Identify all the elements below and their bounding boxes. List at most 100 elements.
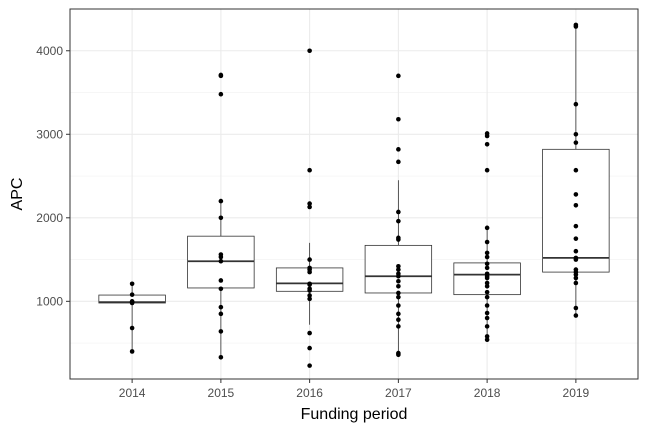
data-point bbox=[484, 254, 490, 260]
data-point bbox=[307, 201, 312, 206]
plot-panel-border bbox=[69, 8, 639, 380]
y-tick-label: 3000 bbox=[36, 127, 63, 141]
y-tick-label: 1000 bbox=[36, 294, 63, 308]
data-point bbox=[307, 48, 312, 54]
data-point bbox=[396, 235, 401, 241]
x-tick-label: 2016 bbox=[296, 386, 323, 400]
data-point bbox=[484, 324, 490, 329]
data-point bbox=[396, 147, 401, 152]
y-tick-label: 2000 bbox=[36, 211, 63, 225]
data-point bbox=[484, 131, 490, 136]
x-tick-label: 2014 bbox=[119, 386, 146, 400]
data-point bbox=[307, 345, 312, 351]
data-point bbox=[573, 280, 579, 286]
data-point bbox=[307, 330, 312, 336]
data-point bbox=[396, 350, 401, 356]
data-point bbox=[396, 317, 401, 322]
x-tick-label: 2017 bbox=[385, 386, 412, 400]
x-tick-label: 2015 bbox=[208, 386, 235, 400]
data-point bbox=[484, 265, 490, 271]
data-point bbox=[484, 142, 490, 147]
data-point bbox=[484, 239, 490, 245]
data-point bbox=[307, 167, 312, 173]
data-point bbox=[484, 225, 490, 231]
points-layer bbox=[129, 22, 579, 368]
data-point bbox=[573, 131, 579, 137]
data-point bbox=[129, 349, 135, 354]
data-point bbox=[396, 271, 401, 277]
data-point bbox=[307, 281, 312, 287]
data-point bbox=[484, 261, 490, 267]
data-point bbox=[218, 258, 224, 264]
data-point bbox=[573, 202, 579, 208]
data-point bbox=[573, 236, 579, 241]
data-point bbox=[484, 250, 490, 256]
data-point bbox=[307, 293, 312, 298]
data-point bbox=[396, 283, 401, 289]
data-point bbox=[396, 73, 401, 79]
data-point bbox=[484, 303, 490, 308]
data-point bbox=[484, 280, 490, 286]
data-point bbox=[218, 329, 224, 334]
x-tick-label: 2019 bbox=[563, 386, 590, 400]
data-point bbox=[396, 159, 401, 165]
data-point bbox=[218, 354, 224, 360]
data-point bbox=[573, 167, 579, 173]
data-point bbox=[307, 257, 312, 262]
data-point bbox=[218, 278, 224, 283]
data-point bbox=[484, 334, 490, 339]
data-point bbox=[396, 303, 401, 308]
y-tick-label: 4000 bbox=[36, 44, 63, 58]
data-point bbox=[573, 140, 579, 145]
data-point bbox=[484, 315, 490, 321]
y-axis-title: APC bbox=[9, 178, 26, 211]
data-point bbox=[396, 324, 401, 329]
data-point bbox=[573, 22, 579, 28]
data-point bbox=[573, 275, 579, 281]
y-tick-labels: 1000 2000 3000 4000 bbox=[36, 44, 63, 309]
data-point bbox=[396, 290, 401, 296]
data-point bbox=[218, 215, 224, 221]
data-point bbox=[307, 204, 312, 210]
data-point bbox=[573, 248, 579, 254]
data-point bbox=[218, 91, 224, 97]
data-point bbox=[218, 252, 224, 257]
data-point bbox=[573, 101, 579, 107]
data-point bbox=[129, 281, 135, 287]
data-point bbox=[307, 286, 312, 292]
data-point bbox=[484, 283, 490, 289]
data-point bbox=[484, 167, 490, 173]
x-axis-title: Funding period bbox=[301, 406, 408, 423]
data-point bbox=[307, 296, 312, 302]
data-point bbox=[396, 116, 401, 122]
axis-ticks bbox=[66, 50, 577, 383]
data-point bbox=[484, 310, 490, 316]
data-point bbox=[218, 198, 224, 204]
data-point bbox=[573, 223, 579, 229]
data-point bbox=[129, 299, 135, 304]
data-point bbox=[396, 263, 401, 269]
data-point bbox=[307, 363, 312, 368]
data-point bbox=[218, 72, 224, 78]
data-point bbox=[218, 304, 224, 310]
data-point bbox=[307, 265, 312, 271]
data-point bbox=[218, 286, 224, 292]
data-point bbox=[396, 218, 401, 224]
data-point bbox=[396, 311, 401, 317]
data-point bbox=[129, 325, 135, 331]
data-point bbox=[484, 337, 490, 343]
data-point bbox=[396, 294, 401, 300]
data-point bbox=[484, 289, 490, 295]
data-point bbox=[484, 271, 490, 277]
data-point bbox=[573, 267, 579, 272]
data-point bbox=[129, 292, 135, 297]
data-point bbox=[573, 255, 579, 261]
data-point bbox=[573, 305, 579, 311]
data-point bbox=[396, 278, 401, 284]
data-point bbox=[396, 267, 401, 272]
x-tick-label: 2018 bbox=[474, 386, 501, 400]
data-point bbox=[573, 192, 579, 197]
data-point bbox=[218, 311, 224, 317]
data-point bbox=[573, 313, 579, 318]
